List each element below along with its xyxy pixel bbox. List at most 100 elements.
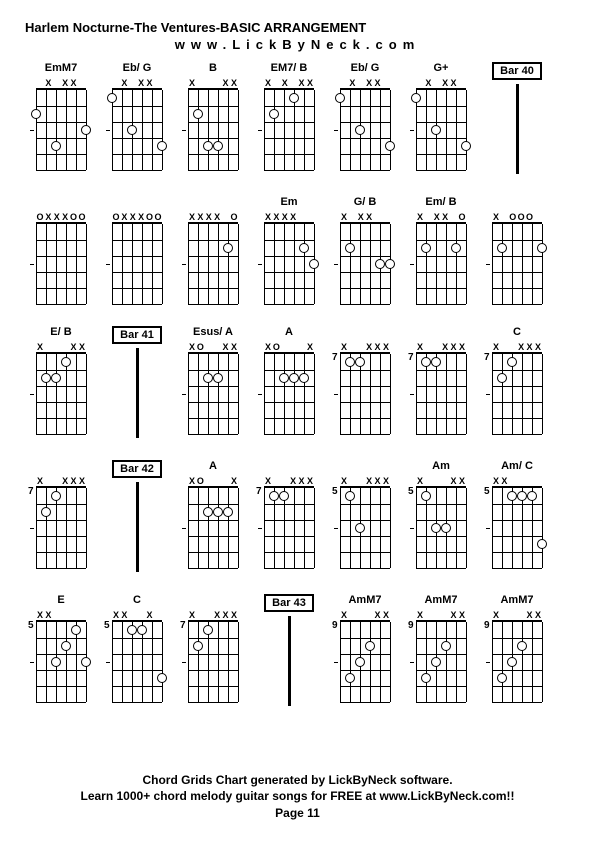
string-marker: X [289, 476, 297, 486]
string-marker: X [44, 212, 52, 222]
string-marker [112, 78, 120, 88]
chord-row: 7XXXXBar 42AXOX7XXXX5XXXXAm5XXXAm/ C5XX [25, 460, 570, 572]
fret-position: 7 [28, 486, 34, 497]
finger-dot [203, 507, 213, 517]
fretboard-grid [36, 620, 86, 702]
string-marker: X [458, 610, 466, 620]
chord-grid-wrap: XXXXO [188, 212, 238, 304]
finger-dot [51, 373, 61, 383]
string-marker: X [306, 78, 314, 88]
finger-dot [51, 141, 61, 151]
fret-position: 5 [408, 486, 414, 497]
fretboard-grid [416, 620, 466, 702]
fret-position: 5 [104, 620, 110, 631]
string-marker: X [492, 610, 500, 620]
string-marker [78, 610, 86, 620]
chord-name: G+ [434, 62, 449, 76]
string-marker [374, 212, 382, 222]
string-marker: X [146, 610, 154, 620]
finger-dot [431, 125, 441, 135]
chord-grid-wrap: 7XXXX [492, 342, 542, 434]
string-marker [281, 476, 289, 486]
chord-grid-wrap: XXX [188, 78, 238, 170]
finger-dot [421, 673, 431, 683]
chord-name: EM7/ B [271, 62, 308, 76]
string-marker: X [120, 78, 128, 88]
fretboard-grid [188, 486, 238, 568]
string-marker: X [230, 610, 238, 620]
chord-name: E/ B [50, 326, 71, 340]
string-marker [53, 342, 61, 352]
chord-grid-wrap: 5XXX [416, 476, 466, 568]
fretboard-grid [112, 620, 162, 702]
string-marker: O [36, 212, 44, 222]
string-marker [53, 78, 61, 88]
finger-dot [385, 141, 395, 151]
mute-row: XXXX [492, 342, 542, 352]
string-marker [526, 476, 534, 486]
finger-dot [61, 641, 71, 651]
string-marker [509, 476, 517, 486]
string-marker: O [230, 212, 238, 222]
string-marker: X [374, 342, 382, 352]
mute-row: XXXX [264, 78, 314, 88]
finger-dot [279, 491, 289, 501]
string-marker [441, 476, 449, 486]
chord-grid-wrap: 9XXX [416, 610, 466, 702]
bar-line [288, 616, 291, 706]
chord-diagram: E/ BXXX [25, 326, 97, 434]
finger-dot [203, 625, 213, 635]
fretboard-grid [188, 620, 238, 702]
finger-dot [81, 125, 91, 135]
bar-marker: Bar 40 [481, 62, 553, 174]
fretboard-grid [36, 222, 86, 304]
string-marker: X [264, 476, 272, 486]
string-marker: X [137, 212, 145, 222]
string-marker: X [53, 212, 61, 222]
chord-diagram: G+XXX [405, 62, 477, 170]
string-marker: X [137, 78, 145, 88]
fretboard-grid [492, 486, 542, 568]
chord-grid-wrap: 5XXXX [340, 476, 390, 568]
string-marker [289, 78, 297, 88]
chord-diagram: Am5XXX [405, 460, 477, 568]
chord-grid-wrap: 7XXXX [188, 610, 238, 702]
bar-marker: Bar 41 [101, 326, 173, 438]
chord-grid-wrap: XOX [264, 342, 314, 434]
string-marker [500, 342, 508, 352]
fretboard-grid [264, 222, 314, 304]
finger-dot [431, 357, 441, 367]
fretboard-grid [112, 88, 162, 170]
fretboard-grid [340, 486, 390, 568]
fretboard-grid [340, 620, 390, 702]
fretboard-grid [416, 222, 466, 304]
chord-grid-wrap: XXX [340, 212, 390, 304]
mute-row: XXXX [340, 476, 390, 486]
string-marker [517, 610, 525, 620]
string-marker [509, 342, 517, 352]
bar-label: Bar 41 [112, 326, 162, 344]
string-marker [53, 610, 61, 620]
string-marker [450, 212, 458, 222]
string-marker: X [281, 78, 289, 88]
finger-dot [385, 259, 395, 269]
string-marker: X [416, 476, 424, 486]
chord-name: Eb/ G [123, 62, 152, 76]
string-marker: O [196, 342, 204, 352]
string-marker: X [188, 78, 196, 88]
string-marker [298, 342, 306, 352]
string-marker [433, 342, 441, 352]
string-marker: O [509, 212, 517, 222]
finger-dot [345, 491, 355, 501]
string-marker: X [374, 610, 382, 620]
finger-dot [537, 243, 547, 253]
string-marker [424, 610, 432, 620]
finger-dot [41, 507, 51, 517]
mute-row: XX [36, 610, 86, 620]
string-marker [137, 610, 145, 620]
chord-grid-wrap: XXX [36, 78, 86, 170]
finger-dot [51, 657, 61, 667]
finger-dot [421, 243, 431, 253]
chord-diagram: OXXXOO [101, 196, 173, 304]
chord-diagram: EmM7XXX [25, 62, 97, 170]
